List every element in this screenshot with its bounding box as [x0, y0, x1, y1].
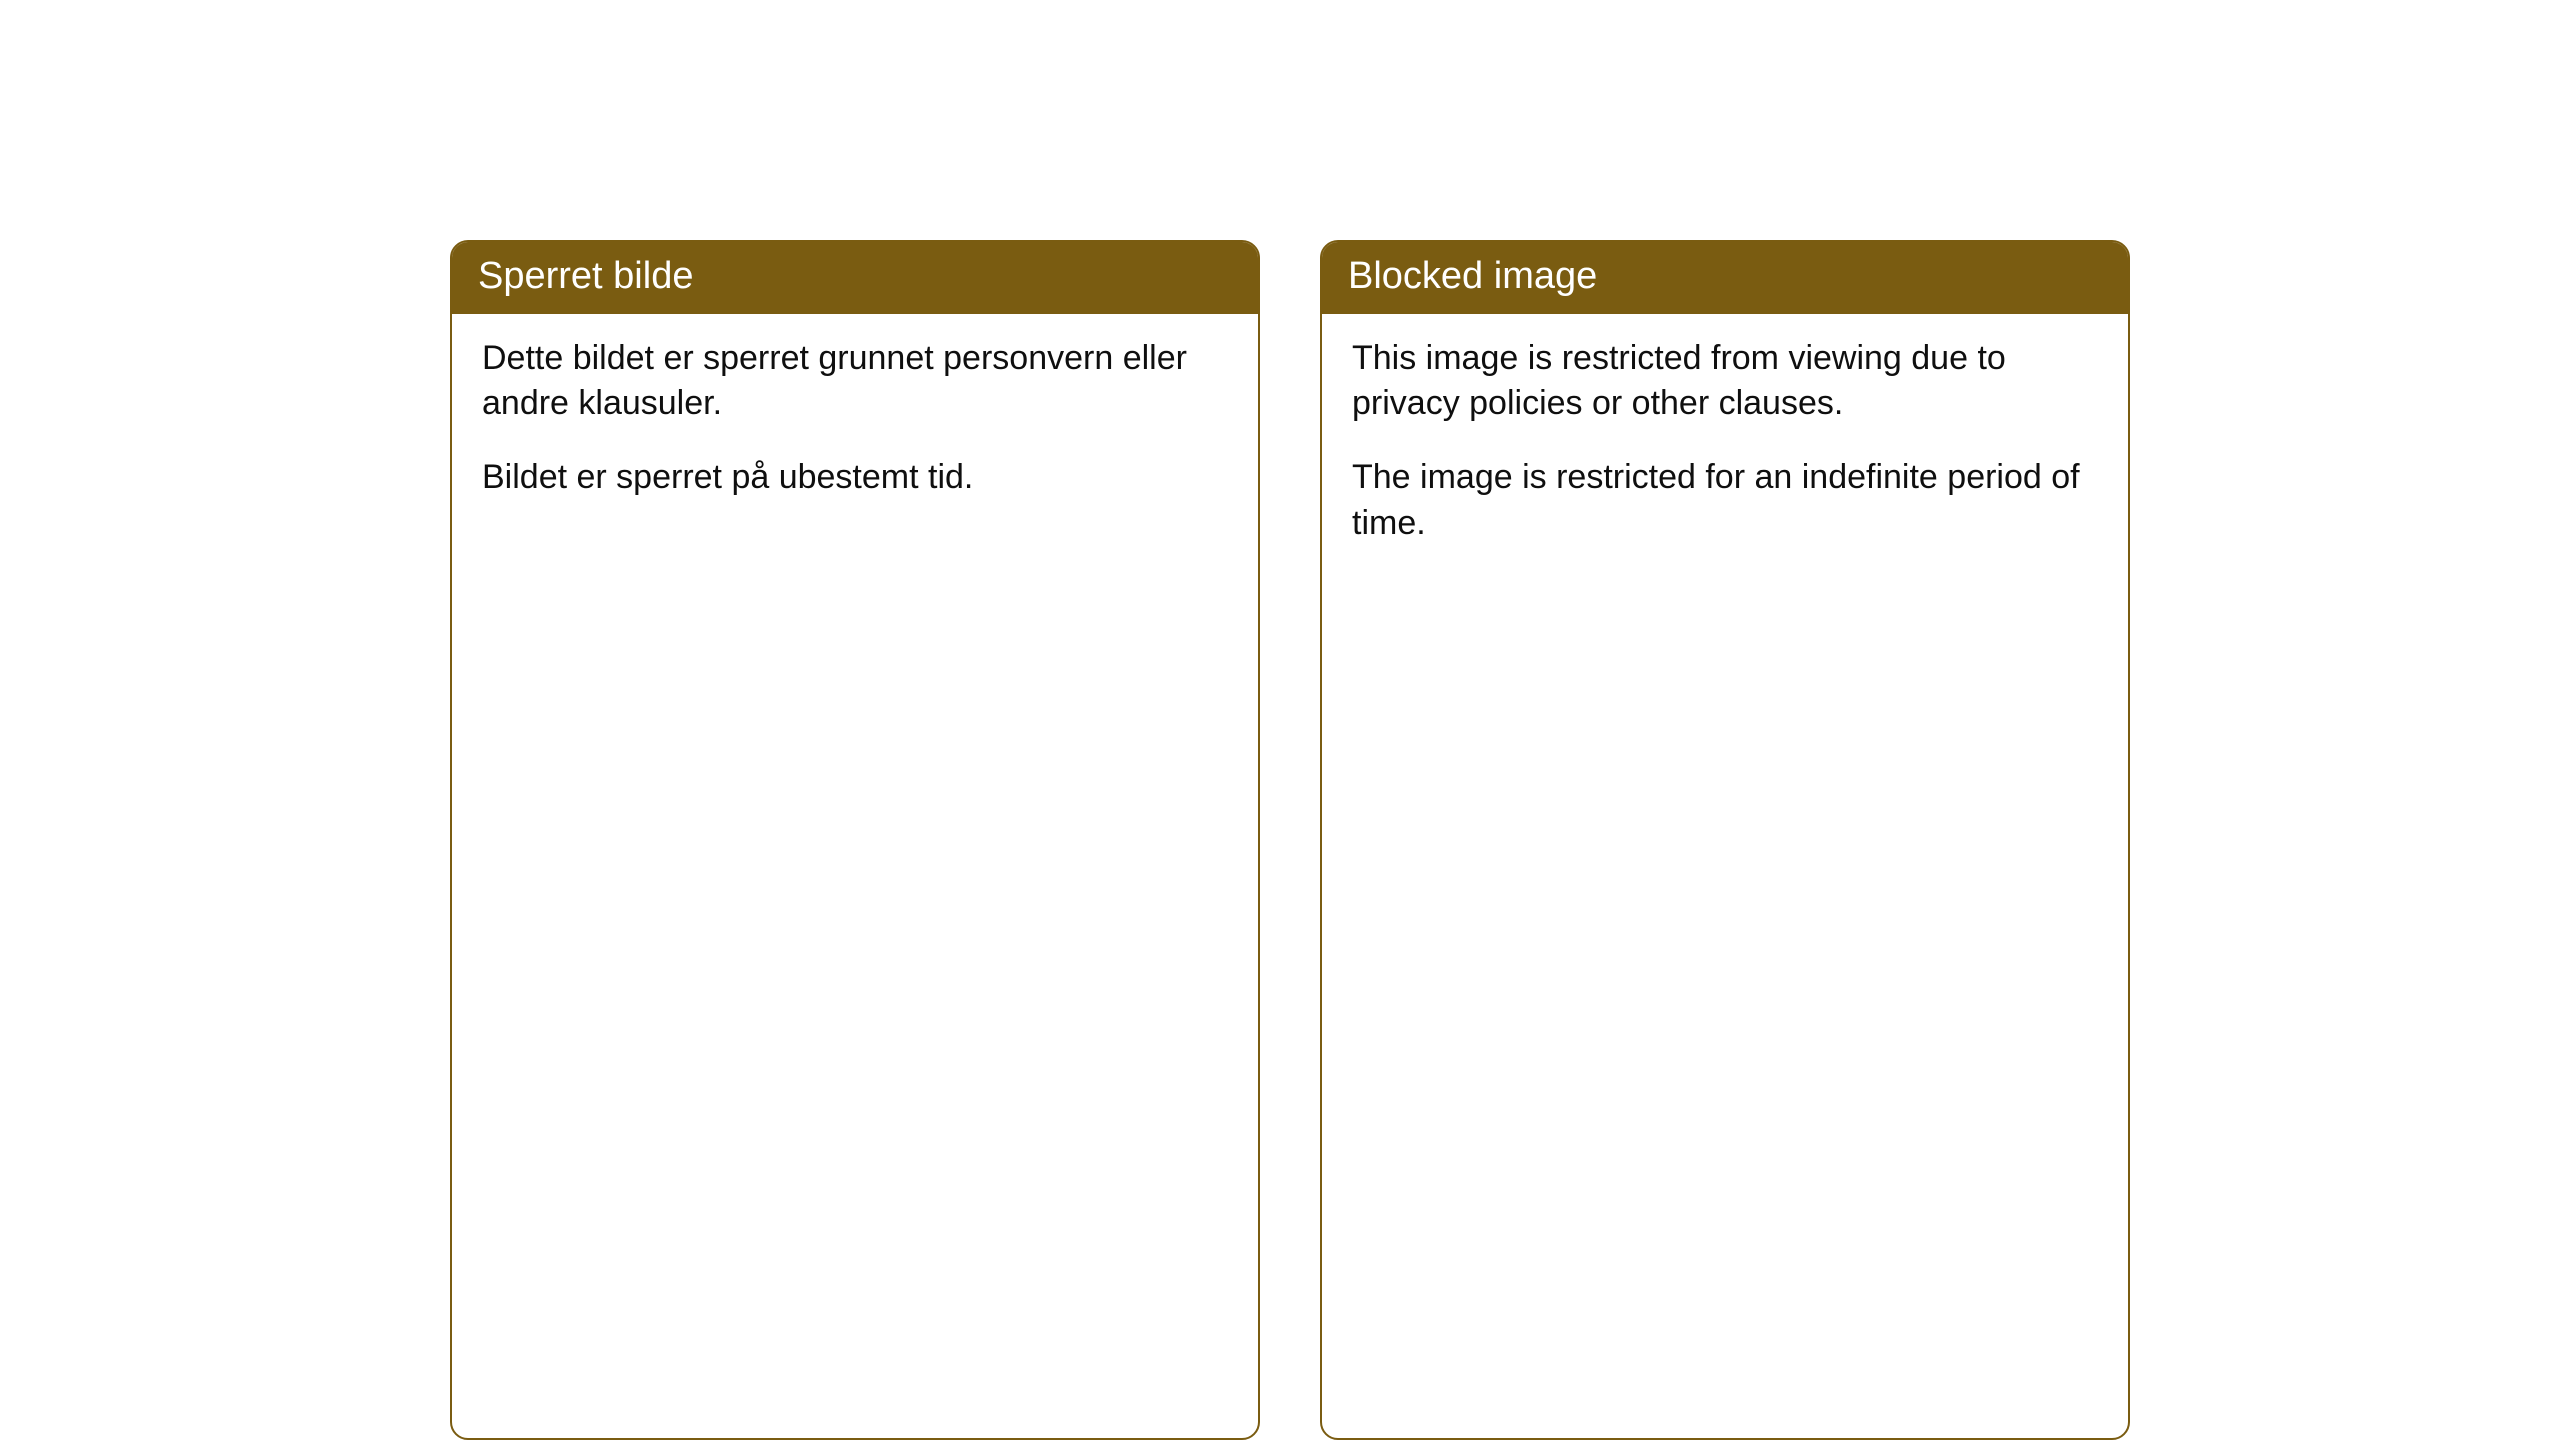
card-paragraph-1: This image is restricted from viewing du…	[1352, 336, 2098, 428]
card-body: Dette bildet er sperret grunnet personve…	[452, 314, 1258, 542]
card-title: Blocked image	[1348, 255, 1597, 297]
card-title: Sperret bilde	[478, 255, 693, 297]
blocked-image-card-norwegian: Sperret bilde Dette bildet er sperret gr…	[450, 240, 1260, 1440]
card-header: Blocked image	[1322, 242, 2128, 314]
blocked-image-card-english: Blocked image This image is restricted f…	[1320, 240, 2130, 1440]
card-paragraph-2: The image is restricted for an indefinit…	[1352, 455, 2098, 547]
card-header: Sperret bilde	[452, 242, 1258, 314]
card-body: This image is restricted from viewing du…	[1322, 314, 2128, 588]
card-paragraph-2: Bildet er sperret på ubestemt tid.	[482, 455, 1228, 501]
card-paragraph-1: Dette bildet er sperret grunnet personve…	[482, 336, 1228, 428]
